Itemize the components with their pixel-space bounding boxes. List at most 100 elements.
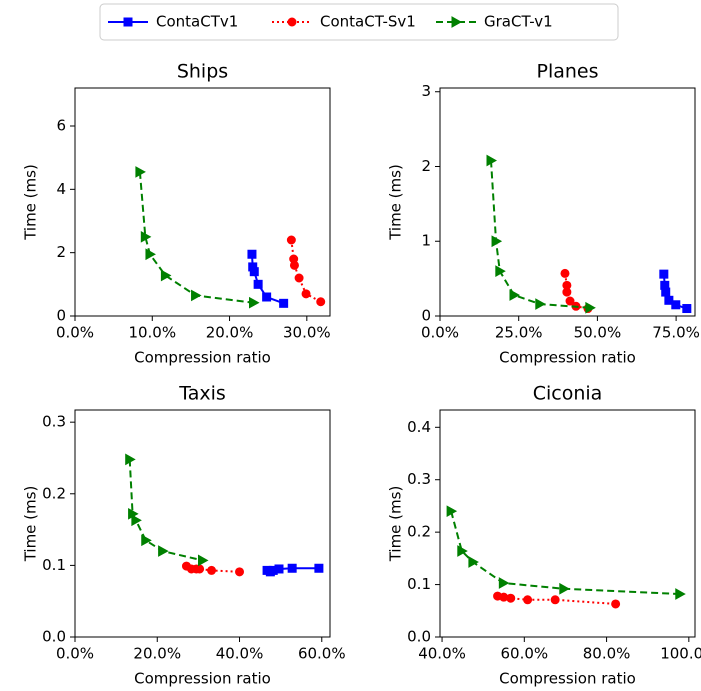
series-line: [185, 565, 240, 573]
x-tick-label: 40.0%: [418, 645, 466, 663]
marker: [198, 554, 209, 567]
legend-marker: [123, 17, 133, 27]
x-tick-label: 80.0%: [583, 645, 631, 663]
y-tick-label: 0.2: [407, 523, 431, 541]
x-axis-label: Compression ratio: [499, 349, 636, 367]
marker: [457, 545, 468, 557]
y-tick-label: 3: [421, 82, 431, 100]
marker: [235, 567, 245, 577]
marker: [289, 260, 299, 270]
marker: [506, 593, 516, 603]
plot-frame: [74, 87, 331, 317]
x-tick-label: 40.0%: [216, 645, 264, 663]
x-tick-label: 75.0%: [652, 324, 700, 342]
marker: [160, 269, 172, 282]
y-tick-label: 4: [56, 180, 66, 198]
marker: [682, 304, 692, 314]
marker: [446, 505, 458, 518]
x-tick-label: 20.0%: [133, 645, 181, 663]
x-tick-label: 0.0%: [56, 324, 94, 342]
marker: [279, 298, 289, 308]
y-tick-label: 0.3: [407, 470, 431, 488]
y-axis-label: Time (ms): [22, 164, 40, 241]
marker: [287, 563, 297, 573]
marker: [125, 453, 136, 466]
y-tick-label: 6: [56, 117, 66, 135]
marker: [523, 595, 533, 605]
marker: [495, 265, 506, 277]
subplot-title: Taxis: [178, 383, 226, 405]
marker: [486, 154, 498, 167]
legend-label: ContaCT-Sv1: [320, 13, 416, 31]
legend-marker: [451, 16, 463, 28]
marker: [274, 564, 284, 574]
marker: [559, 582, 570, 595]
y-tick-label: 0.2: [42, 484, 66, 502]
x-axis-label: Compression ratio: [134, 349, 271, 367]
marker: [560, 268, 570, 278]
marker: [249, 267, 259, 277]
marker: [498, 577, 510, 589]
marker: [301, 289, 311, 299]
x-tick-label: 60.0%: [500, 645, 548, 663]
marker: [659, 269, 669, 279]
y-tick-label: 0.3: [42, 413, 66, 431]
marker: [207, 565, 217, 575]
plot-frame: [439, 409, 696, 638]
y-tick-label: 0.4: [407, 418, 431, 436]
y-tick-label: 0.0: [407, 628, 431, 646]
y-tick-label: 0.1: [407, 575, 431, 593]
marker: [131, 514, 142, 527]
series-line: [138, 171, 254, 304]
y-axis-label: Time (ms): [387, 486, 405, 563]
marker: [671, 300, 681, 310]
plot-frame: [74, 409, 331, 638]
marker: [316, 297, 326, 307]
subplot-title: Ciconia: [533, 383, 603, 405]
x-tick-label: 0.0%: [56, 645, 94, 663]
x-tick-label: 10.0%: [128, 324, 176, 342]
y-tick-label: 2: [56, 243, 66, 261]
x-tick-label: 20.0%: [206, 324, 254, 342]
marker: [611, 599, 621, 609]
legend-label: ContaCTv1: [156, 13, 238, 31]
marker: [191, 289, 202, 302]
marker: [661, 287, 671, 297]
y-tick-label: 0: [421, 307, 431, 325]
marker: [141, 534, 152, 547]
subplot-title: Ships: [177, 61, 228, 83]
legend-marker: [287, 17, 297, 27]
y-tick-label: 0: [56, 307, 66, 325]
marker: [585, 301, 596, 314]
x-axis-label: Compression ratio: [134, 670, 271, 688]
marker: [562, 287, 572, 297]
legend-label: GraCT-v1: [484, 13, 553, 31]
y-tick-label: 0.0: [42, 628, 66, 646]
y-axis-label: Time (ms): [22, 486, 40, 563]
x-tick-label: 0.0%: [421, 324, 459, 342]
series-line: [450, 510, 680, 596]
marker: [491, 235, 503, 248]
y-tick-label: 2: [421, 157, 431, 175]
x-tick-label: 50.0%: [574, 324, 622, 342]
marker: [294, 273, 304, 283]
marker: [135, 166, 146, 178]
series-line: [128, 459, 203, 562]
x-tick-label: 60.0%: [298, 645, 346, 663]
marker: [249, 296, 260, 309]
marker: [140, 230, 152, 243]
marker: [195, 564, 205, 574]
y-axis-label: Time (ms): [387, 164, 405, 241]
marker: [565, 296, 575, 306]
subplot-title: Planes: [536, 61, 598, 83]
marker: [253, 279, 263, 289]
x-tick-label: 100.0%: [660, 645, 701, 663]
x-tick-label: 30.0%: [283, 324, 331, 342]
legend-box: [99, 3, 619, 41]
y-tick-label: 0.1: [42, 556, 66, 574]
marker: [145, 248, 156, 261]
marker: [675, 588, 686, 600]
marker: [247, 249, 257, 259]
marker: [550, 595, 560, 605]
